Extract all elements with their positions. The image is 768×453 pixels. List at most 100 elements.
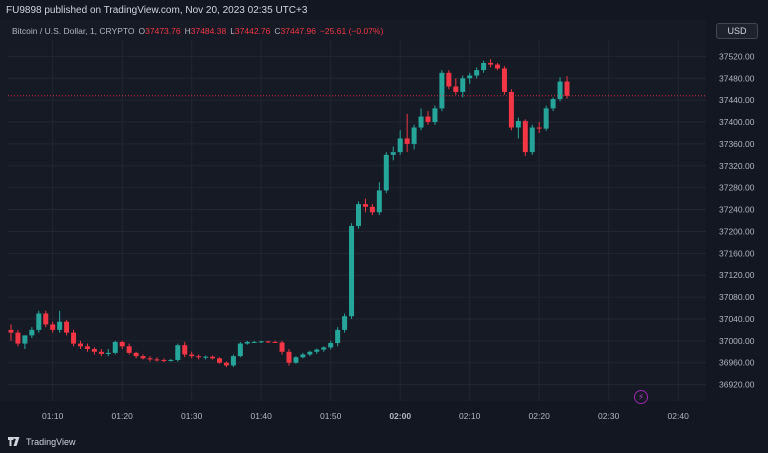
price-axis[interactable]: 37520.00 37480.00 37440.00 37400.00 37360.00…	[706, 20, 768, 430]
price-tick-label: 37280.00	[719, 183, 755, 193]
candle-body	[217, 358, 222, 363]
candle-body	[328, 343, 334, 348]
high-value: 37484.38	[190, 26, 227, 36]
candle-body	[418, 116, 424, 128]
candle-body	[453, 86, 459, 92]
low-value: 37442.76	[234, 26, 271, 36]
candle-body	[251, 341, 257, 343]
open-value: 37473.76	[145, 26, 181, 36]
low-label: L	[230, 26, 235, 36]
candle-body	[300, 354, 306, 358]
candle-body	[481, 62, 487, 71]
candle-body	[404, 138, 410, 144]
candle-body	[342, 316, 348, 330]
candle-body	[203, 356, 209, 358]
candle-body	[335, 329, 341, 344]
candle-body	[98, 351, 104, 354]
candle-body	[432, 108, 438, 123]
time-tick-label: 02:30	[598, 411, 620, 421]
candle-body	[390, 152, 396, 155]
candle-body	[467, 75, 473, 79]
candle-body	[29, 329, 35, 336]
candle-body	[105, 352, 111, 354]
candle-body	[112, 341, 118, 353]
candle-body	[356, 204, 361, 226]
candle-body	[460, 78, 466, 92]
price-tick-label: 37120.00	[719, 270, 755, 280]
candle-body	[495, 64, 500, 69]
candle-body	[293, 357, 299, 363]
price-tick-label: 37000.00	[719, 336, 755, 346]
candle-body	[439, 72, 445, 109]
lightning-icon[interactable]: ⚡	[634, 390, 648, 404]
high-label: H	[184, 26, 191, 36]
time-axis[interactable]: 01:10 01:20 01:30 01:40 01:50 02:00 02:10 02:20…	[0, 401, 706, 430]
candlestick-chart[interactable]: 37447.96 37520.00 37480.00 37440.00 37400.0…	[0, 20, 768, 430]
candle-body	[557, 81, 563, 100]
footer: TradingView	[0, 430, 768, 453]
candle-body	[147, 358, 153, 360]
candle-body	[8, 329, 14, 333]
price-tick-label: 37360.00	[719, 139, 755, 149]
candle-body	[126, 346, 132, 353]
price-tick-label: 37040.00	[719, 314, 755, 324]
price-tick-label: 37400.00	[719, 117, 755, 127]
price-tick-label: 36960.00	[719, 358, 755, 368]
candle-body	[307, 351, 313, 355]
candle-body	[71, 332, 77, 344]
candle-body	[536, 127, 542, 129]
time-tick-label: 01:40	[251, 411, 273, 421]
candle-body	[286, 351, 292, 363]
open-label: O	[138, 26, 146, 36]
close-label: C	[274, 26, 281, 36]
candle-body	[230, 356, 236, 366]
publisher-line: FU9898 published on TradingView.com, Nov…	[6, 4, 308, 16]
time-tick-label: 02:20	[529, 411, 551, 421]
candle-body	[474, 70, 480, 76]
time-tick-label: 01:50	[320, 411, 342, 421]
price-tick-label: 37080.00	[719, 292, 755, 302]
price-tick-label: 37480.00	[719, 73, 755, 83]
footer-brand[interactable]: TradingView	[26, 436, 76, 447]
candle-body	[265, 341, 271, 343]
tradingview-logo-icon[interactable]	[8, 437, 22, 446]
last-price-line: 37447.96	[8, 88, 758, 103]
candle-body	[550, 99, 556, 109]
candle-body	[515, 120, 521, 128]
time-tick-label: 02:40	[668, 411, 690, 421]
chart-area[interactable]: 37447.96 37520.00 37480.00 37440.00 37400.0…	[0, 20, 768, 430]
candle-body	[529, 127, 535, 153]
candle-body	[362, 204, 368, 207]
time-axis-bg	[0, 401, 706, 430]
currency-button[interactable]: USD	[716, 23, 758, 39]
candle-body	[154, 359, 160, 361]
price-tick-label: 37520.00	[719, 51, 755, 61]
price-tick-label: 37320.00	[719, 161, 755, 171]
candle-body	[22, 335, 28, 344]
candle-body	[376, 190, 382, 213]
candle-body	[223, 362, 229, 366]
candle-body	[84, 346, 90, 350]
candle-body	[15, 332, 21, 344]
candle-body	[91, 349, 97, 352]
candles	[8, 59, 570, 368]
candle-body	[543, 108, 549, 129]
ohlc-legend: Bitcoin / U.S. Dollar, 1, CRYPTO O37473.…	[12, 26, 383, 36]
candle-body	[508, 91, 514, 128]
symbol-label: Bitcoin / U.S. Dollar, 1, CRYPTO	[12, 26, 135, 36]
time-tick-label: 01:20	[112, 411, 134, 421]
close-value: 37447.96	[280, 26, 316, 36]
candle-body	[522, 120, 528, 153]
candle-body	[36, 313, 42, 330]
candle-body	[321, 347, 327, 350]
candle-body	[140, 356, 146, 359]
time-tick-label: 02:00	[389, 411, 411, 421]
candle-body	[279, 342, 285, 352]
candle-body	[397, 138, 403, 153]
publisher-header: FU9898 published on TradingView.com, Nov…	[0, 0, 768, 20]
candle-body	[501, 68, 507, 92]
candle-body	[258, 341, 264, 343]
candle-body	[210, 356, 216, 359]
candle-body	[349, 225, 355, 317]
candle-body	[564, 81, 570, 96]
